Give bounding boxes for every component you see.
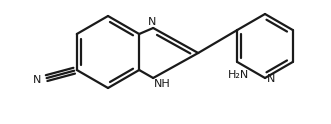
Text: N: N [33,75,41,85]
Text: N: N [148,17,156,27]
Text: H₂N: H₂N [228,70,249,80]
Text: N: N [267,74,275,84]
Text: NH: NH [154,79,171,89]
